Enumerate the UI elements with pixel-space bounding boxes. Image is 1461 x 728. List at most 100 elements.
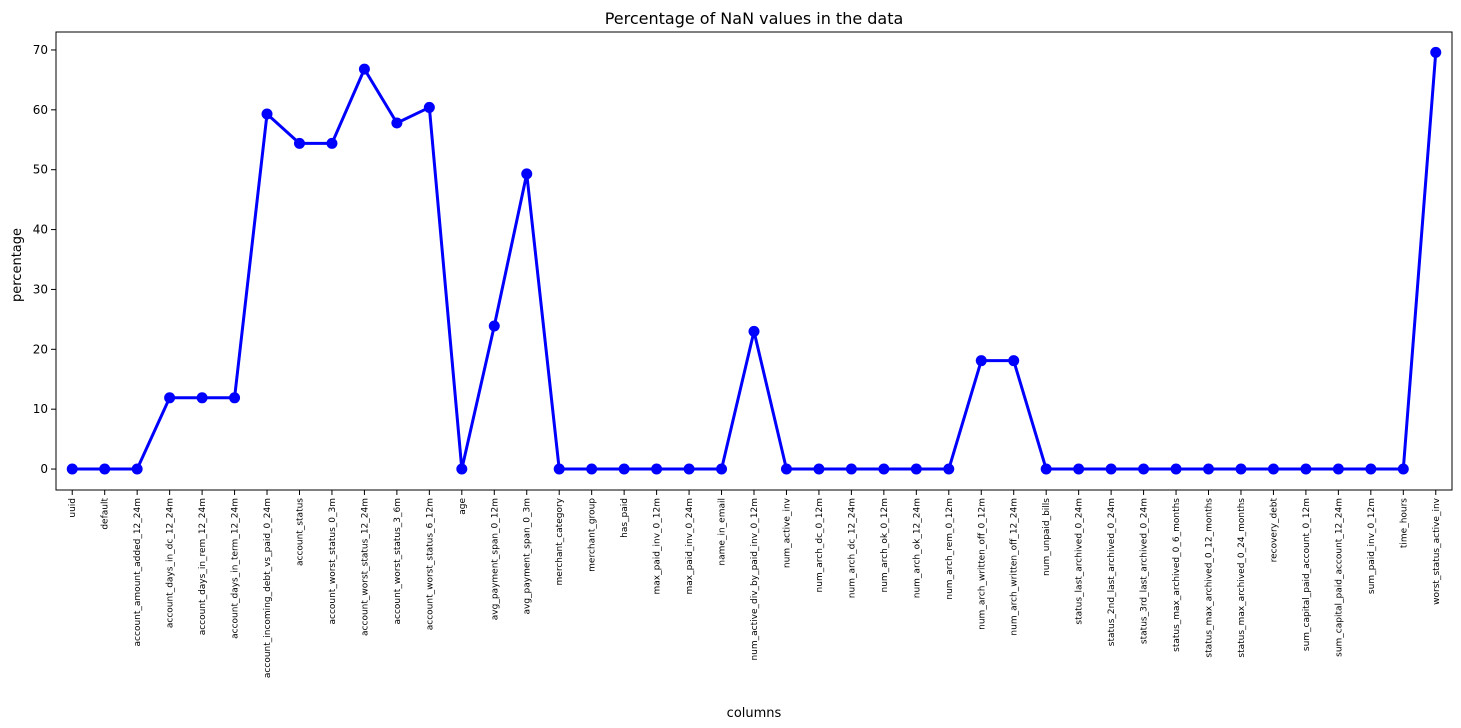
data-point [748,325,760,337]
data-point [716,463,728,475]
data-point [1235,463,1247,475]
data-point [164,392,176,404]
x-tick-label: account_days_in_rem_12_24m [198,498,208,635]
data-point [910,463,922,475]
x-tick-label: account_days_in_dc_12_24m [166,498,176,628]
x-tick-label: account_incoming_debt_vs_paid_0_24m [263,498,273,678]
data-point [780,463,792,475]
data-point [1008,355,1020,367]
x-tick-label: sum_capital_paid_account_12_24m [1334,498,1344,657]
x-tick-label: num_active_inv [782,497,792,568]
data-point [1397,463,1409,475]
data-point [1332,463,1344,475]
x-tick-label: avg_payment_span_0_12m [490,498,500,620]
x-tick-label: max_paid_inv_0_12m [653,498,663,595]
y-tick-label: 50 [33,163,48,177]
data-point [196,392,208,404]
data-point [391,117,403,129]
y-axis-label: percentage [10,228,25,302]
y-tick-label: 0 [40,462,48,476]
x-tick-label: time_hours [1399,498,1409,548]
chart-title: Percentage of NaN values in the data [605,9,904,28]
data-point [1105,463,1117,475]
y-tick-label: 60 [33,103,48,117]
x-tick-label: num_arch_written_off_12_24m [1010,498,1020,636]
x-tick-label: sum_capital_paid_account_0_12m [1302,498,1312,651]
x-tick-label: num_arch_ok_0_12m [880,498,890,593]
data-point [586,463,598,475]
data-point [488,320,500,332]
x-tick-label: account_worst_status_12_24m [360,498,370,636]
data-point [975,355,987,367]
x-tick-label: account_worst_status_0_3m [328,498,338,625]
y-axis-ticks: 0 10 20 30 40 50 60 70 [33,43,56,476]
data-point [618,463,630,475]
x-tick-label: num_arch_dc_0_12m [815,498,825,592]
data-point [293,137,305,149]
x-tick-label: worst_status_active_inv [1432,497,1442,605]
plot-area [66,46,1442,475]
data-point [1365,463,1377,475]
data-point [1300,463,1312,475]
x-tick-label: status_max_archived_0_24_months [1237,498,1247,658]
x-tick-label: status_3rd_last_archived_0_24m [1140,498,1150,644]
data-point [521,168,533,180]
x-tick-label: account_days_in_term_12_24m [231,498,241,639]
y-tick-label: 70 [33,43,48,57]
x-tick-label: has_paid [620,498,630,538]
x-tick-label: avg_payment_span_0_3m [523,498,533,615]
x-tick-label: sum_paid_inv_0_12m [1367,498,1377,594]
x-tick-label: account_status [295,498,305,566]
plot-frame [55,31,1453,491]
x-tick-label: account_worst_status_6_12m [425,498,435,630]
data-point [1203,463,1215,475]
data-point [1430,46,1442,58]
data-point [261,108,273,120]
x-tick-label: account_worst_status_3_6m [393,498,403,625]
data-point [1040,463,1052,475]
data-point [878,463,890,475]
y-tick-label: 30 [33,282,48,296]
data-point [229,392,241,404]
data-point [456,463,468,475]
x-tick-label: age [458,498,468,515]
data-point [553,463,565,475]
data-point [1170,463,1182,475]
data-point [1267,463,1279,475]
data-point [943,463,955,475]
data-point [813,463,825,475]
x-tick-label: status_last_archived_0_24m [1075,498,1085,625]
x-tick-label: num_arch_written_off_0_12m [977,498,987,630]
data-point [423,101,435,113]
data-point [651,463,663,475]
data-point [66,463,78,475]
data-point [683,463,695,475]
data-point [131,463,143,475]
x-tick-label: num_arch_rem_0_12m [945,498,955,600]
x-tick-label: max_paid_inv_0_24m [685,498,695,595]
data-point [845,463,857,475]
x-tick-label: status_max_archived_0_12_months [1205,498,1215,658]
data-point [99,463,111,475]
x-tick-label: merchant_group [588,498,598,572]
data-point [358,63,370,75]
x-tick-label: account_amount_added_12_24m [133,498,143,646]
data-point [1138,463,1150,475]
series-line [72,52,1438,471]
x-tick-label: num_unpaid_bills [1042,498,1052,576]
x-tick-label: recovery_debt [1269,498,1279,563]
y-tick-label: 40 [33,223,48,237]
x-tick-label: num_arch_ok_12_24m [912,498,922,598]
y-tick-label: 10 [33,402,48,416]
x-tick-label: status_max_archived_0_6_months [1172,498,1182,652]
data-point [1073,463,1085,475]
x-axis-ticks: uuid default account_amount_added_12_24m ac… [68,490,1442,678]
data-point [326,137,338,149]
x-axis-label: columns [727,706,782,721]
x-tick-label: merchant_category [555,497,565,585]
x-tick-label: name_in_email [718,498,728,566]
x-tick-label: num_arch_dc_12_24m [847,498,857,598]
x-tick-label: uuid [68,498,78,518]
